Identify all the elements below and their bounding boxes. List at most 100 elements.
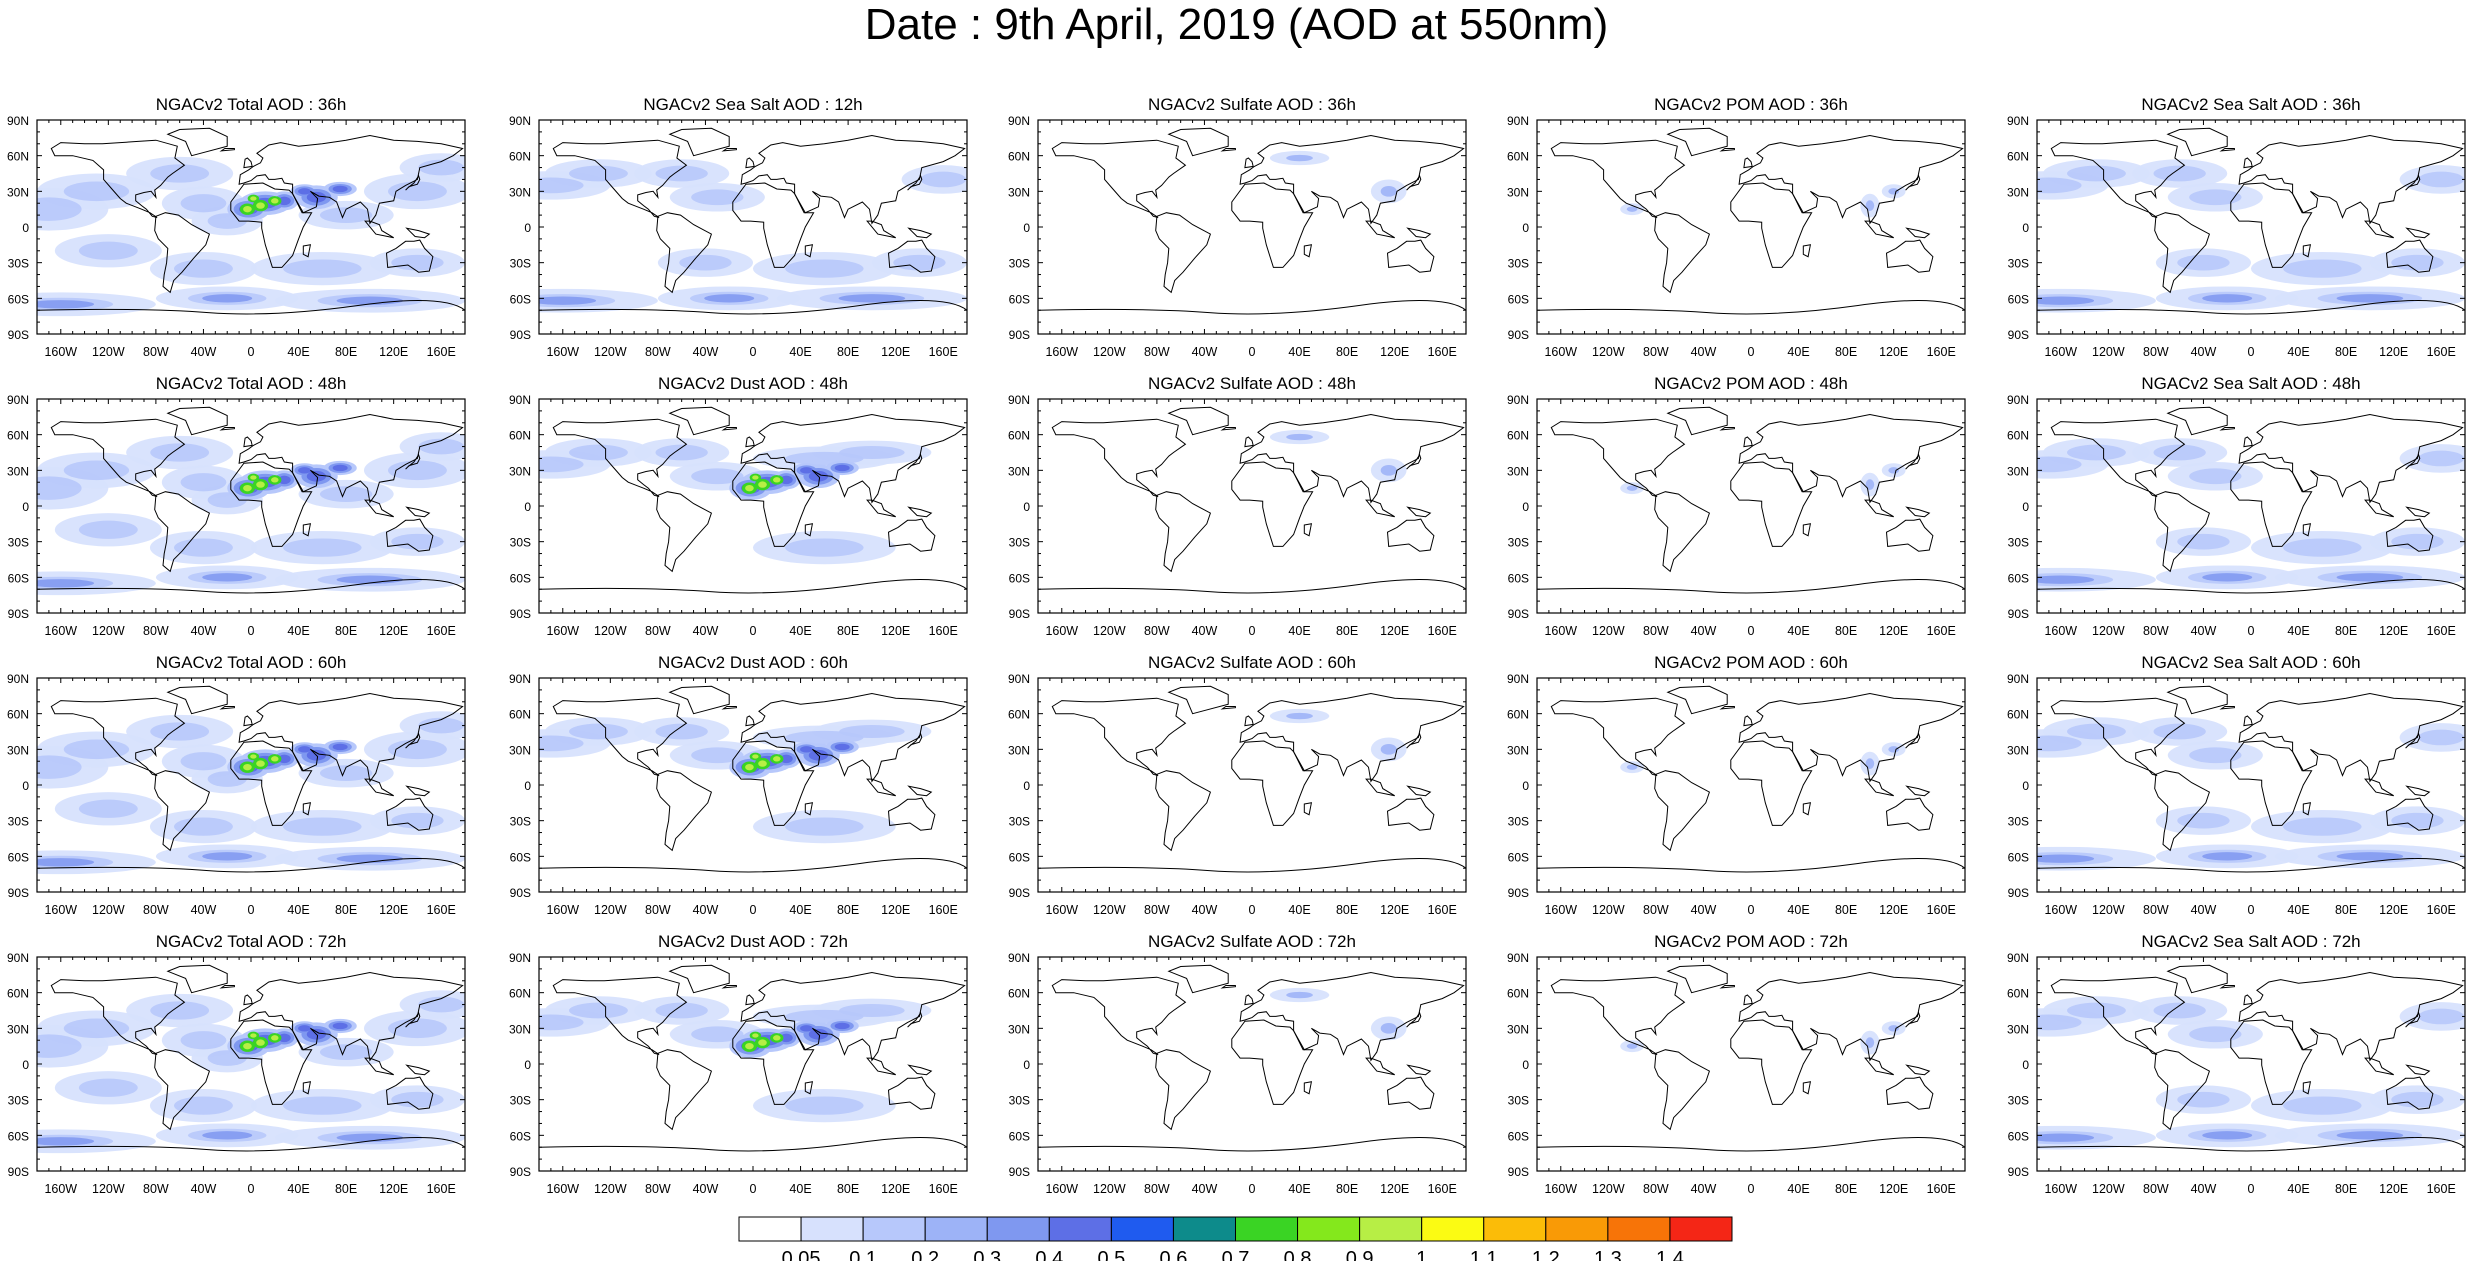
panel-title: NGACv2 POM AOD : 48h: [1654, 374, 1848, 393]
page-title: Date : 9th April, 2019 (AOD at 550nm): [864, 0, 1609, 49]
panel-title: NGACv2 Dust AOD : 60h: [658, 653, 848, 672]
colorbar-box: [738, 1216, 802, 1242]
lon-tick-label: 40W: [191, 903, 217, 917]
panel-title: NGACv2 Total AOD : 72h: [156, 932, 347, 951]
lat-tick-label: 60S: [1009, 292, 1030, 306]
colorbar-box: [1607, 1216, 1671, 1242]
lat-tick-label: 90S: [510, 886, 531, 900]
colorbar-box: [1421, 1216, 1485, 1242]
lon-tick-label: 120W: [2092, 345, 2125, 359]
lat-tick-label: 90S: [1009, 607, 1030, 621]
lon-tick-label: 0: [1249, 903, 1256, 917]
lat-tick-label: 0: [1023, 500, 1030, 514]
map-panel: NGACv2 Dust AOD : 72h 90N 60N 30N 0 30S 60S 90S…: [509, 932, 968, 1196]
lat-tick-label: 90S: [510, 607, 531, 621]
lat-tick-label: 60N: [1008, 429, 1030, 443]
lon-tick-label: 40E: [1288, 624, 1310, 638]
lat-tick-label: 30S: [8, 815, 29, 829]
map-panel: NGACv2 Dust AOD : 60h 90N 60N 30N 0 30S 60S 90S…: [509, 653, 968, 917]
lon-tick-label: 120E: [379, 345, 408, 359]
map-panel: NGACv2 Dust AOD : 48h 90N 60N 30N 0 30S 60S 90S…: [509, 374, 968, 638]
lon-tick-label: 160W: [44, 624, 77, 638]
lon-tick-label: 160E: [1428, 903, 1457, 917]
lat-tick-label: 60N: [7, 429, 29, 443]
panel-title: NGACv2 Sea Salt AOD : 12h: [643, 95, 862, 114]
lon-tick-label: 80W: [2143, 624, 2169, 638]
lat-tick-label: 60S: [1508, 1129, 1529, 1143]
lon-tick-label: 80E: [335, 1182, 357, 1196]
map-panel: NGACv2 Sulfate AOD : 60h 90N 60N 30N 0 30S 60S…: [1008, 653, 1467, 917]
lon-tick-label: 160W: [2044, 1182, 2077, 1196]
lat-tick-label: 90S: [8, 1165, 29, 1179]
lon-tick-label: 160W: [1544, 1182, 1577, 1196]
lat-tick-label: 30S: [2008, 536, 2029, 550]
lat-tick-label: 30S: [1009, 536, 1030, 550]
map-panel: NGACv2 Total AOD : 72h 90N 60N 30N 0 30S 60S 90…: [7, 932, 466, 1196]
lat-tick-label: 0: [22, 221, 29, 235]
panel-title: NGACv2 Sea Salt AOD : 60h: [2141, 653, 2360, 672]
lat-tick-label: 0: [1522, 1058, 1529, 1072]
lat-tick-label: 60S: [1009, 571, 1030, 585]
lat-tick-label: 30N: [2007, 743, 2029, 757]
aerosol-field-7f98f0: [2037, 294, 2404, 305]
lat-tick-label: 30S: [1009, 815, 1030, 829]
lat-tick-label: 90S: [8, 886, 29, 900]
panel-title: NGACv2 Sulfate AOD : 60h: [1148, 653, 1356, 672]
lat-tick-label: 90N: [2007, 114, 2029, 128]
lat-tick-label: 90N: [509, 393, 531, 407]
aerosol-field-7f98f0: [37, 1131, 404, 1146]
lon-tick-label: 120W: [92, 1182, 125, 1196]
aerosol-field-7f98f0: [2037, 852, 2404, 863]
lat-tick-label: 30N: [2007, 185, 2029, 199]
map-panel: NGACv2 POM AOD : 36h 90N 60N 30N 0 30S 60S 90S 1…: [1507, 95, 1966, 359]
lon-tick-label: 80W: [143, 903, 169, 917]
lat-tick-label: 60S: [2008, 571, 2029, 585]
panel-title: NGACv2 Sulfate AOD : 36h: [1148, 95, 1356, 114]
lat-tick-label: 90N: [509, 114, 531, 128]
lon-tick-label: 80W: [1643, 624, 1669, 638]
lat-tick-label: 60S: [510, 850, 531, 864]
lat-tick-label: 90S: [8, 607, 29, 621]
aerosol-field-b7c8fb: [37, 438, 465, 590]
lat-tick-label: 90S: [510, 1165, 531, 1179]
lat-tick-label: 90S: [2008, 607, 2029, 621]
lon-tick-label: 120E: [881, 1182, 910, 1196]
colorbar-box: [1359, 1216, 1423, 1242]
lon-tick-label: 160E: [1428, 1182, 1457, 1196]
lat-tick-label: 30N: [7, 743, 29, 757]
lon-tick-label: 0: [2248, 624, 2255, 638]
lon-tick-label: 120W: [1093, 624, 1126, 638]
lon-tick-label: 40W: [693, 1182, 719, 1196]
lon-tick-label: 40W: [191, 345, 217, 359]
map-panel: NGACv2 Total AOD : 48h 90N 60N 30N 0 30S 60S 90…: [7, 374, 466, 638]
lat-tick-label: 60S: [8, 292, 29, 306]
lat-tick-label: 30S: [1009, 257, 1030, 271]
aerosol-field-7f98f0: [539, 294, 906, 305]
aerosol-field-7f98f0: [37, 294, 404, 309]
lon-tick-label: 160W: [1045, 345, 1078, 359]
lat-tick-label: 60S: [1009, 1129, 1030, 1143]
coastlines: [1550, 406, 1964, 573]
coastlines: [552, 127, 966, 294]
lon-tick-label: 120E: [379, 903, 408, 917]
lon-tick-label: 120E: [1380, 345, 1409, 359]
lon-tick-label: 120W: [594, 624, 627, 638]
aerosol-field-b7c8fb: [539, 1002, 905, 1115]
colorbar-label: 0.7: [1222, 1248, 1250, 1261]
lon-tick-label: 0: [248, 903, 255, 917]
lon-tick-label: 0: [1249, 624, 1256, 638]
lon-tick-label: 120W: [1093, 345, 1126, 359]
lon-tick-label: 0: [1748, 1182, 1755, 1196]
aerosol-field-7f98f0: [2037, 1131, 2404, 1142]
coastlines: [50, 406, 464, 573]
lon-tick-label: 40W: [1691, 1182, 1717, 1196]
lat-tick-label: 60N: [7, 150, 29, 164]
lat-tick-label: 90S: [1508, 886, 1529, 900]
aerosol-field-b7ee45: [745, 754, 781, 771]
colorbar-box: [986, 1216, 1050, 1242]
colorbar-label: 1.3: [1594, 1248, 1622, 1261]
lon-tick-label: 0: [1249, 345, 1256, 359]
lat-tick-label: 30S: [2008, 815, 2029, 829]
lon-tick-label: 160E: [2427, 624, 2456, 638]
lat-tick-label: 30S: [2008, 257, 2029, 271]
